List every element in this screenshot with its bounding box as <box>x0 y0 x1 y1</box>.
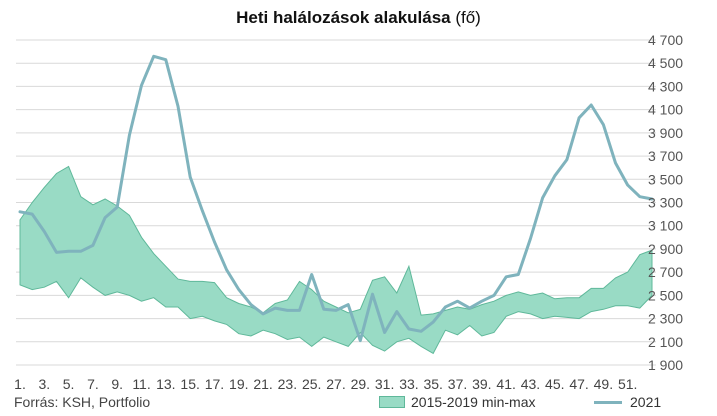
x-tick-label: 43. <box>521 376 540 392</box>
y-tick-label: 2 100 <box>648 334 683 350</box>
x-tick-label: 21. <box>253 376 272 392</box>
grid-lines <box>16 39 656 366</box>
x-tick-label: 37. <box>448 376 467 392</box>
x-tick-label: 31. <box>375 376 394 392</box>
x-tick-label: 27. <box>326 376 345 392</box>
x-tick-label: 51. <box>618 376 637 392</box>
min-max-band <box>19 165 653 355</box>
source-note: Forrás: KSH, Portfolio <box>14 394 151 410</box>
x-tick-label: 25. <box>302 376 321 392</box>
x-tick-label: 45. <box>545 376 564 392</box>
line-2021 <box>18 54 654 343</box>
y-tick-label: 2 300 <box>648 311 683 327</box>
y-tick-label: 2 700 <box>648 264 683 280</box>
x-tick-label: 11. <box>132 376 150 392</box>
y-tick-label: 4 700 <box>648 32 683 48</box>
y-tick-label: 4 500 <box>648 55 683 71</box>
y-tick-label: 4 100 <box>648 102 683 118</box>
y-axis-ticks: 1 900 2 100 2 300 2 500 2 700 2 900 3 100 3 300… <box>648 32 683 373</box>
chart-title: Heti halálozások alakulása (fő) <box>0 8 717 28</box>
x-tick-label: 1. <box>14 376 26 392</box>
x-tick-label: 41. <box>496 376 515 392</box>
legend-item-2021: 2021 <box>594 394 661 410</box>
x-tick-label: 13. <box>156 376 175 392</box>
x-tick-label: 3. <box>38 376 50 392</box>
x-tick-label: 15. <box>180 376 199 392</box>
chart-title-main: Heti halálozások alakulása <box>236 8 451 27</box>
y-tick-label: 2 900 <box>648 241 683 257</box>
x-tick-label: 19. <box>229 376 248 392</box>
line-2021-layer <box>18 54 654 343</box>
y-tick-label: 4 300 <box>648 78 683 94</box>
x-tick-label: 29. <box>351 376 370 392</box>
x-tick-label: 5. <box>63 376 75 392</box>
x-tick-label: 17. <box>205 376 224 392</box>
legend-item-range: 2015-2019 min-max <box>379 394 536 410</box>
legend-label-range: 2015-2019 min-max <box>411 394 536 410</box>
legend-label-2021: 2021 <box>630 394 662 410</box>
y-tick-label: 3 500 <box>648 171 683 187</box>
x-tick-label: 23. <box>278 376 297 392</box>
legend-swatch-2021 <box>594 400 622 404</box>
x-tick-label: 47. <box>569 376 588 392</box>
y-tick-label: 1 900 <box>648 357 683 373</box>
x-tick-label: 39. <box>472 376 491 392</box>
y-tick-label: 3 100 <box>648 218 683 234</box>
y-tick-label: 3 900 <box>648 125 683 141</box>
x-tick-label: 9. <box>111 376 123 392</box>
chart-title-unit: (fő) <box>450 8 481 27</box>
x-tick-label: 7. <box>87 376 99 392</box>
min-max-band-layer <box>19 165 653 355</box>
y-tick-label: 3 700 <box>648 148 683 164</box>
x-tick-label: 33. <box>399 376 418 392</box>
y-tick-label: 2 500 <box>648 287 683 303</box>
y-tick-label: 3 300 <box>648 195 683 211</box>
x-tick-label: 35. <box>423 376 442 392</box>
legend-swatch-range <box>379 396 405 408</box>
x-tick-label: 49. <box>594 376 613 392</box>
x-axis-ticks: 1. 3. 5. 7. 9. 11. 13. 15. 17. 19. 21. 23. 25. 27. 29.… <box>14 376 637 392</box>
